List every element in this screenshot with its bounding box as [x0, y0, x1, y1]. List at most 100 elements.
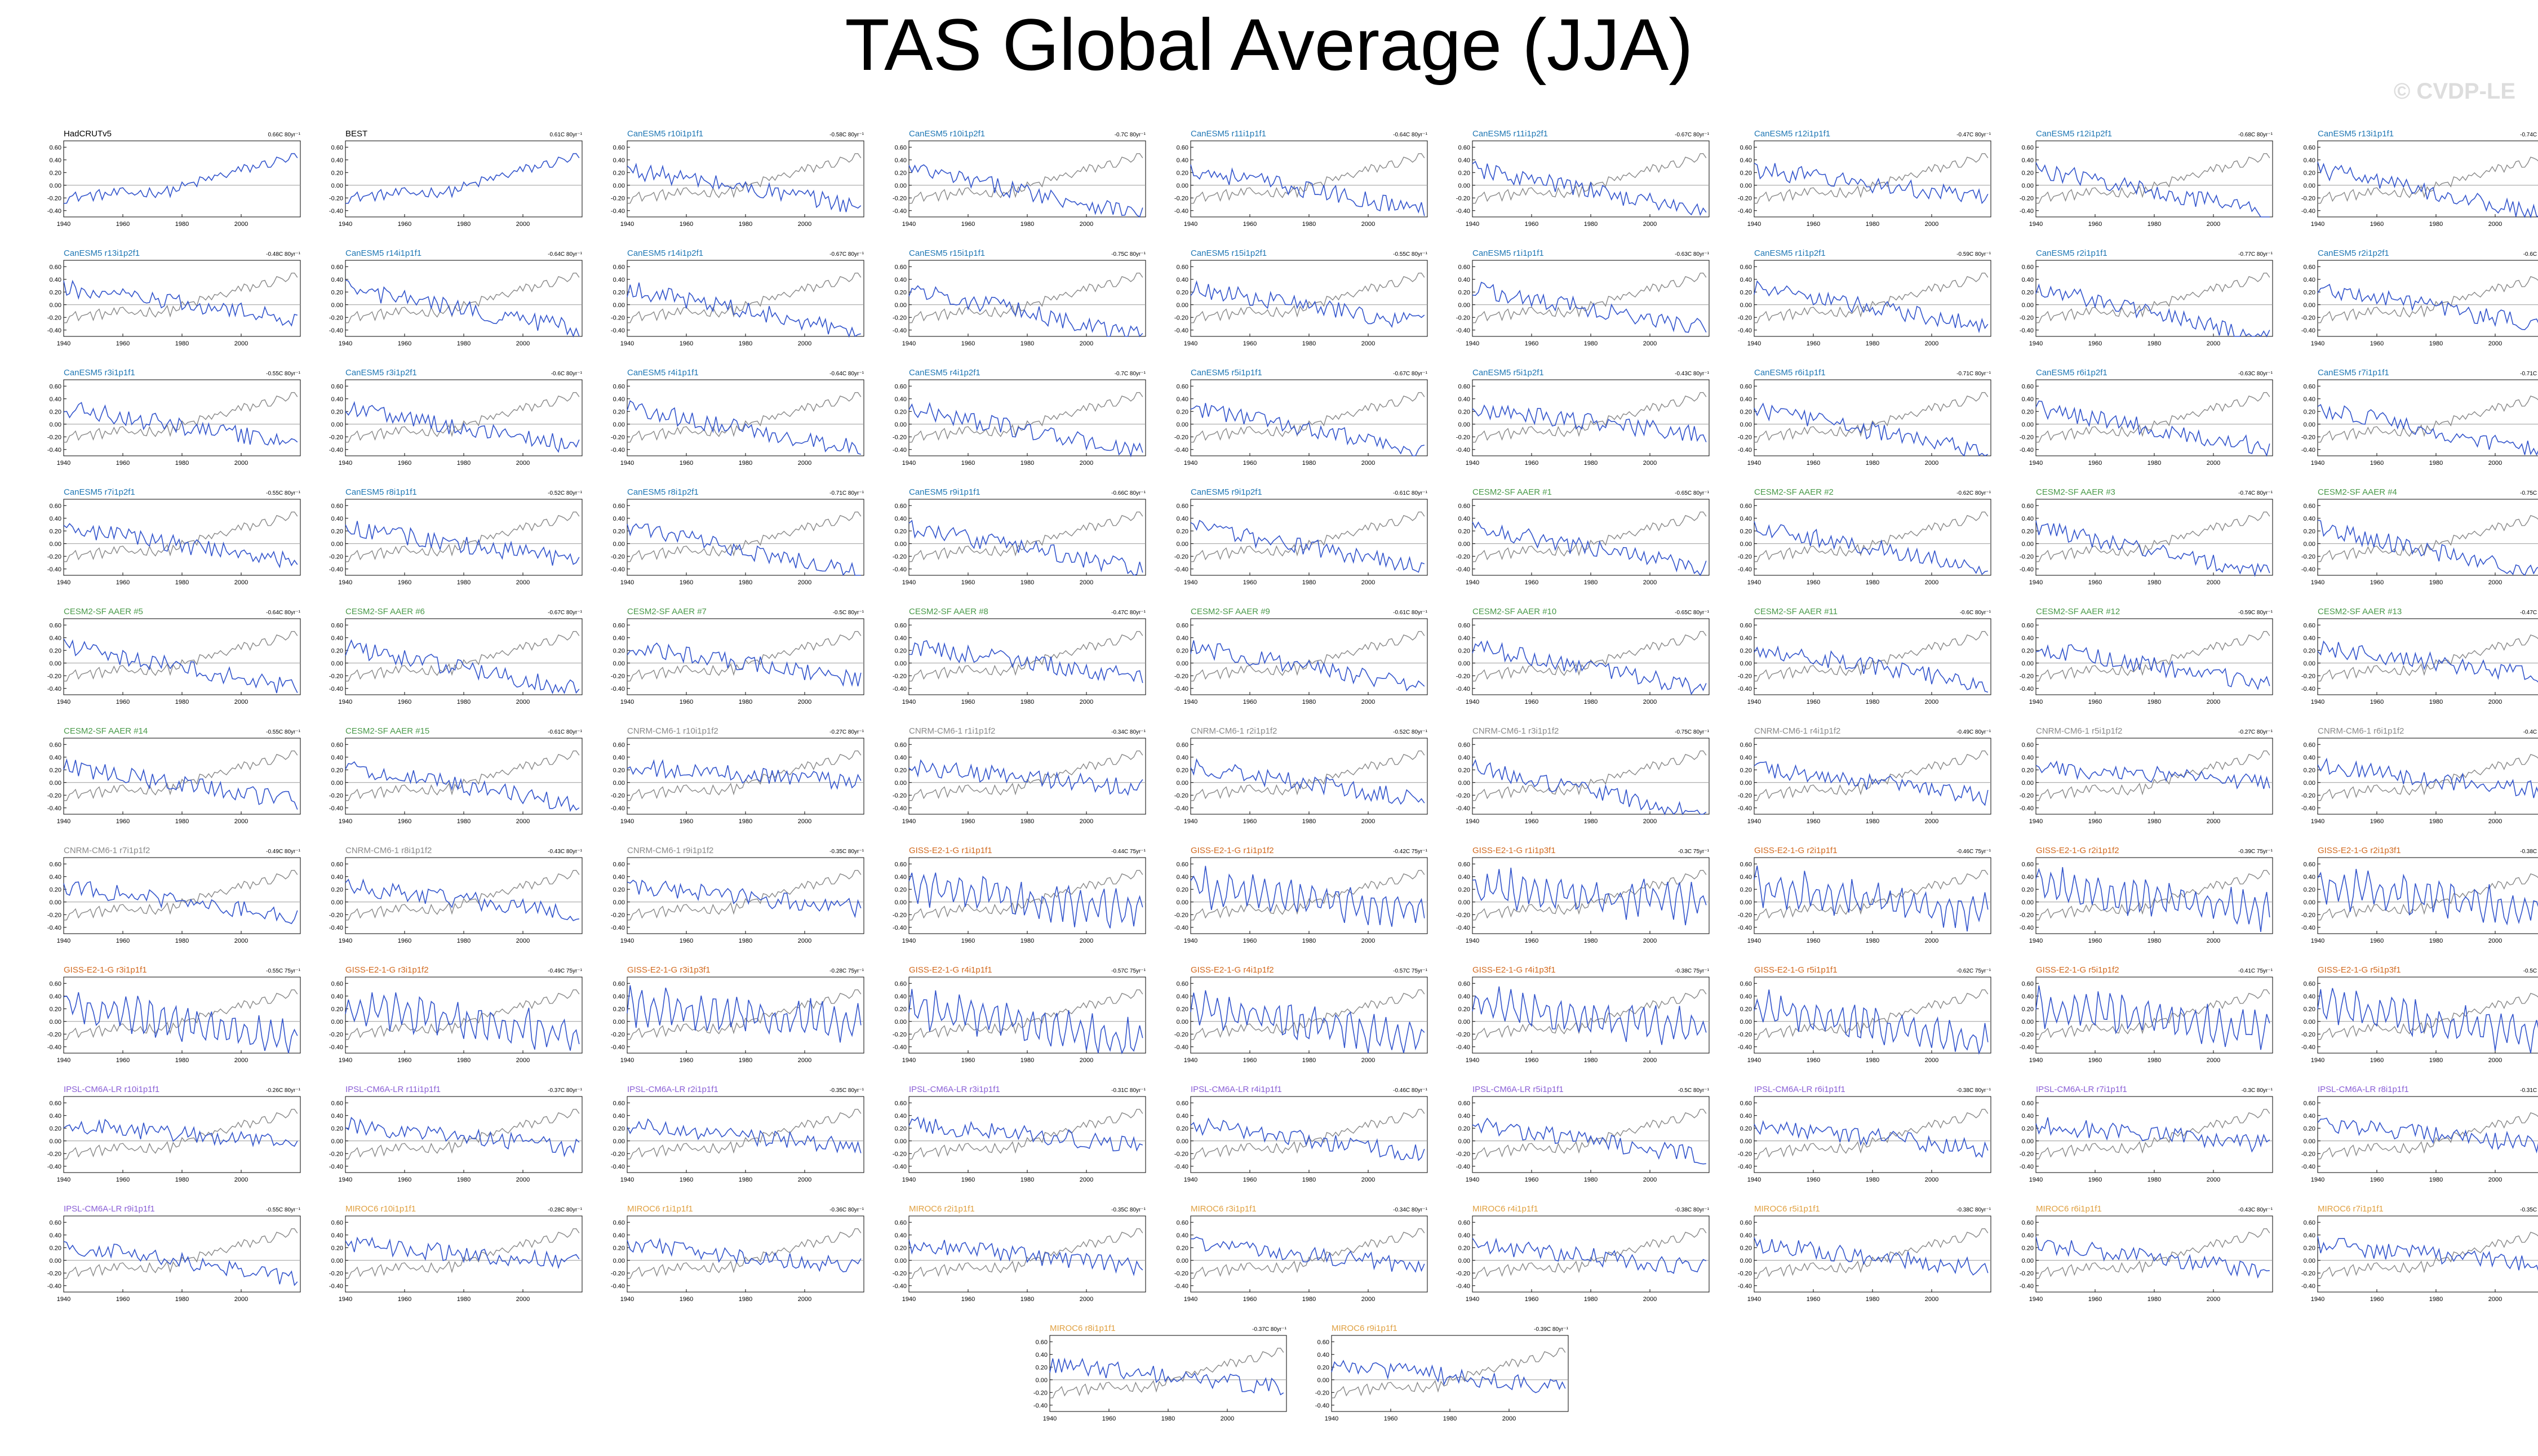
- y-tick-label: -0.20: [893, 553, 907, 560]
- model-line: [627, 162, 862, 212]
- panel-66: GISS-E2-1-G r3i1p3f1 -0.28C 75yr⁻¹ 0.60 0.4…: [596, 961, 872, 1074]
- x-tick-label: 1980: [1302, 460, 1316, 467]
- x-tick-label: 1940: [339, 1177, 352, 1183]
- panel-title: MIROC6 r6i1p1f1: [2036, 1204, 2102, 1214]
- panel-24: CanESM5 r5i1p2f1 -0.43C 80yr⁻¹ 0.60 0.40 0.2…: [1441, 364, 1718, 477]
- obs-overlay-line: [1754, 1108, 1989, 1160]
- y-tick-label: 0.40: [50, 635, 61, 642]
- x-tick-label: 1960: [1807, 460, 1820, 467]
- x-tick-label: 1960: [1384, 1415, 1397, 1422]
- panel-trend: -0.61C 80yr⁻¹: [548, 729, 583, 735]
- panel-frame: [1472, 976, 1710, 1054]
- obs-overlay-line: [345, 511, 580, 562]
- y-tick-label: 0.20: [331, 767, 343, 774]
- x-tick-label: 1980: [1020, 340, 1034, 347]
- y-tick-label: 0.60: [613, 264, 625, 270]
- panel-frame: [345, 499, 583, 576]
- panel-chart: GISS-E2-1-G r5i1p1f2 -0.41C 75yr⁻¹0.600.4…: [2020, 965, 2273, 1064]
- obs-overlay-line: [627, 1228, 862, 1279]
- y-tick-label: -0.20: [329, 434, 343, 441]
- y-tick-label: 0.00: [2304, 899, 2315, 906]
- y-tick-label: -0.20: [2020, 1031, 2034, 1038]
- x-tick-label: 2000: [1925, 699, 1938, 705]
- y-tick-label: 0.40: [50, 754, 61, 761]
- panel-chart: BEST 0.61C 80yr⁻¹0.600.400.200.00-0.20-0.…: [329, 129, 583, 228]
- y-tick-label: 0.60: [1740, 980, 1752, 987]
- y-tick-label: -0.40: [2301, 1044, 2315, 1051]
- x-tick-label: 1940: [902, 699, 916, 705]
- panel-title: IPSL-CM6A-LR r8i1p1f1: [2318, 1085, 2409, 1094]
- y-tick-label: -0.40: [1738, 1164, 1752, 1170]
- y-tick-label: -0.20: [47, 1151, 61, 1157]
- x-tick-label: 1960: [961, 221, 975, 228]
- y-tick-label: -0.20: [611, 314, 625, 321]
- x-tick-label: 2000: [1925, 1057, 1938, 1064]
- y-tick-label: -0.40: [2020, 805, 2034, 812]
- panel-chart: MIROC6 r7i1p1f1-0.35C 80yr⁻¹0.600.400.20…: [2301, 1204, 2538, 1303]
- y-tick-label: 0.00: [1177, 1258, 1188, 1264]
- y-tick-label: -0.40: [47, 566, 61, 573]
- panel-40: CESM2-SF AAER #8 -0.47C 80yr⁻¹ 0.60 0.40 0.2…: [878, 603, 1154, 716]
- obs-overlay-line: [1472, 511, 1707, 562]
- x-tick-label: 1940: [620, 1177, 634, 1183]
- x-tick-label: 1980: [175, 1057, 189, 1064]
- x-tick-label: 1960: [116, 1296, 130, 1303]
- y-tick-label: -0.20: [2301, 912, 2315, 918]
- y-tick-label: -0.20: [2301, 1270, 2315, 1277]
- panel-trend: -0.57C 75yr⁻¹: [1111, 968, 1146, 974]
- y-tick-label: -0.20: [47, 792, 61, 799]
- y-tick-label: 0.20: [613, 409, 625, 415]
- obs-overlay-line: [63, 272, 298, 323]
- y-tick-label: -0.20: [2301, 792, 2315, 799]
- model-line: [1190, 1117, 1425, 1161]
- x-tick-label: 1980: [2429, 1177, 2443, 1183]
- x-tick-label: 1980: [739, 938, 752, 944]
- obs-overlay-line: [1754, 1228, 1989, 1279]
- model-line: [1191, 1236, 1425, 1273]
- y-tick-label: -0.20: [329, 673, 343, 680]
- panel-43: CESM2-SF AAER #11 -0.6C 80yr⁻¹ 0.60 0.40 0.2…: [1723, 603, 1999, 716]
- y-tick-label: 0.00: [613, 780, 625, 787]
- panel-trend: -0.49C 80yr⁻¹: [266, 849, 301, 855]
- y-tick-label: 0.00: [613, 183, 625, 189]
- panel-chart: GISS-E2-1-G r1i1p1f2 -0.42C 75yr⁻¹0.600.4…: [1174, 846, 1428, 944]
- x-tick-label: 1960: [2088, 1057, 2102, 1064]
- y-tick-label: 0.20: [1177, 647, 1188, 654]
- x-tick-label: 2000: [798, 818, 811, 825]
- x-tick-label: 1960: [116, 699, 130, 705]
- panel-title: MIROC6 r4i1p1f1: [1472, 1204, 1538, 1214]
- panel-frame: [2317, 738, 2538, 815]
- x-tick-label: 1940: [620, 1057, 634, 1064]
- panel-34: CESM2-SF AAER #2 -0.62C 80yr⁻¹ 0.60 0.40 0.2…: [1723, 483, 1999, 596]
- panel-chart: CanESM5 r8i1p2f1 -0.71C 80yr⁻¹0.600.400.2…: [611, 487, 864, 586]
- x-tick-label: 1960: [2370, 340, 2384, 347]
- y-tick-label: 0.00: [613, 899, 625, 906]
- x-tick-label: 1960: [1807, 699, 1820, 705]
- x-tick-label: 2000: [234, 1296, 248, 1303]
- x-tick-label: 1960: [2088, 699, 2102, 705]
- panel-chart: IPSL-CM6A-LR r3i1p1f1 -0.31C 80yr⁻¹0.600.…: [893, 1085, 1146, 1183]
- y-tick-label: 0.60: [1177, 622, 1188, 629]
- x-tick-label: 1940: [902, 221, 916, 228]
- x-tick-label: 1980: [739, 340, 752, 347]
- y-tick-label: 0.40: [1177, 1232, 1188, 1239]
- y-tick-label: 0.00: [331, 780, 343, 787]
- y-tick-label: 0.00: [1458, 1019, 1470, 1026]
- obs-overlay-line: [1049, 1347, 1284, 1399]
- y-tick-label: 0.20: [1458, 1125, 1470, 1132]
- x-tick-label: 1980: [1302, 818, 1316, 825]
- panel-trend: -0.52C 80yr⁻¹: [548, 490, 583, 496]
- y-tick-label: 0.40: [895, 157, 907, 164]
- y-tick-label: -0.20: [329, 912, 343, 918]
- y-tick-label: 0.20: [613, 170, 625, 176]
- y-tick-label: -0.20: [2301, 553, 2315, 560]
- panel-title: CNRM-CM6-1 r2i1p1f2: [1191, 726, 1277, 736]
- y-tick-label: -0.20: [893, 792, 907, 799]
- panel-17: CanESM5 r2i1p1f1 -0.77C 80yr⁻¹ 0.60 0.40 0.2…: [2005, 245, 2281, 357]
- x-tick-label: 1940: [620, 938, 634, 944]
- model-line: [1472, 1117, 1706, 1165]
- x-tick-label: 1980: [1020, 579, 1034, 586]
- y-tick-label: 0.40: [331, 635, 343, 642]
- panel-title: CESM2-SF AAER #9: [1191, 607, 1270, 616]
- panel-title: CanESM5 r14i1p1f1: [345, 248, 421, 258]
